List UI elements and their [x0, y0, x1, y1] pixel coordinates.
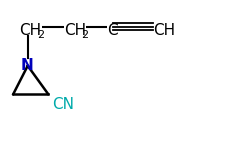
Text: C: C — [107, 23, 118, 38]
Text: CH: CH — [153, 23, 175, 38]
Text: CH: CH — [64, 23, 86, 38]
Text: 2: 2 — [81, 30, 89, 40]
Text: 2: 2 — [37, 30, 45, 40]
Text: CN: CN — [52, 97, 74, 112]
Text: N: N — [20, 58, 33, 73]
Text: CH: CH — [19, 23, 41, 38]
